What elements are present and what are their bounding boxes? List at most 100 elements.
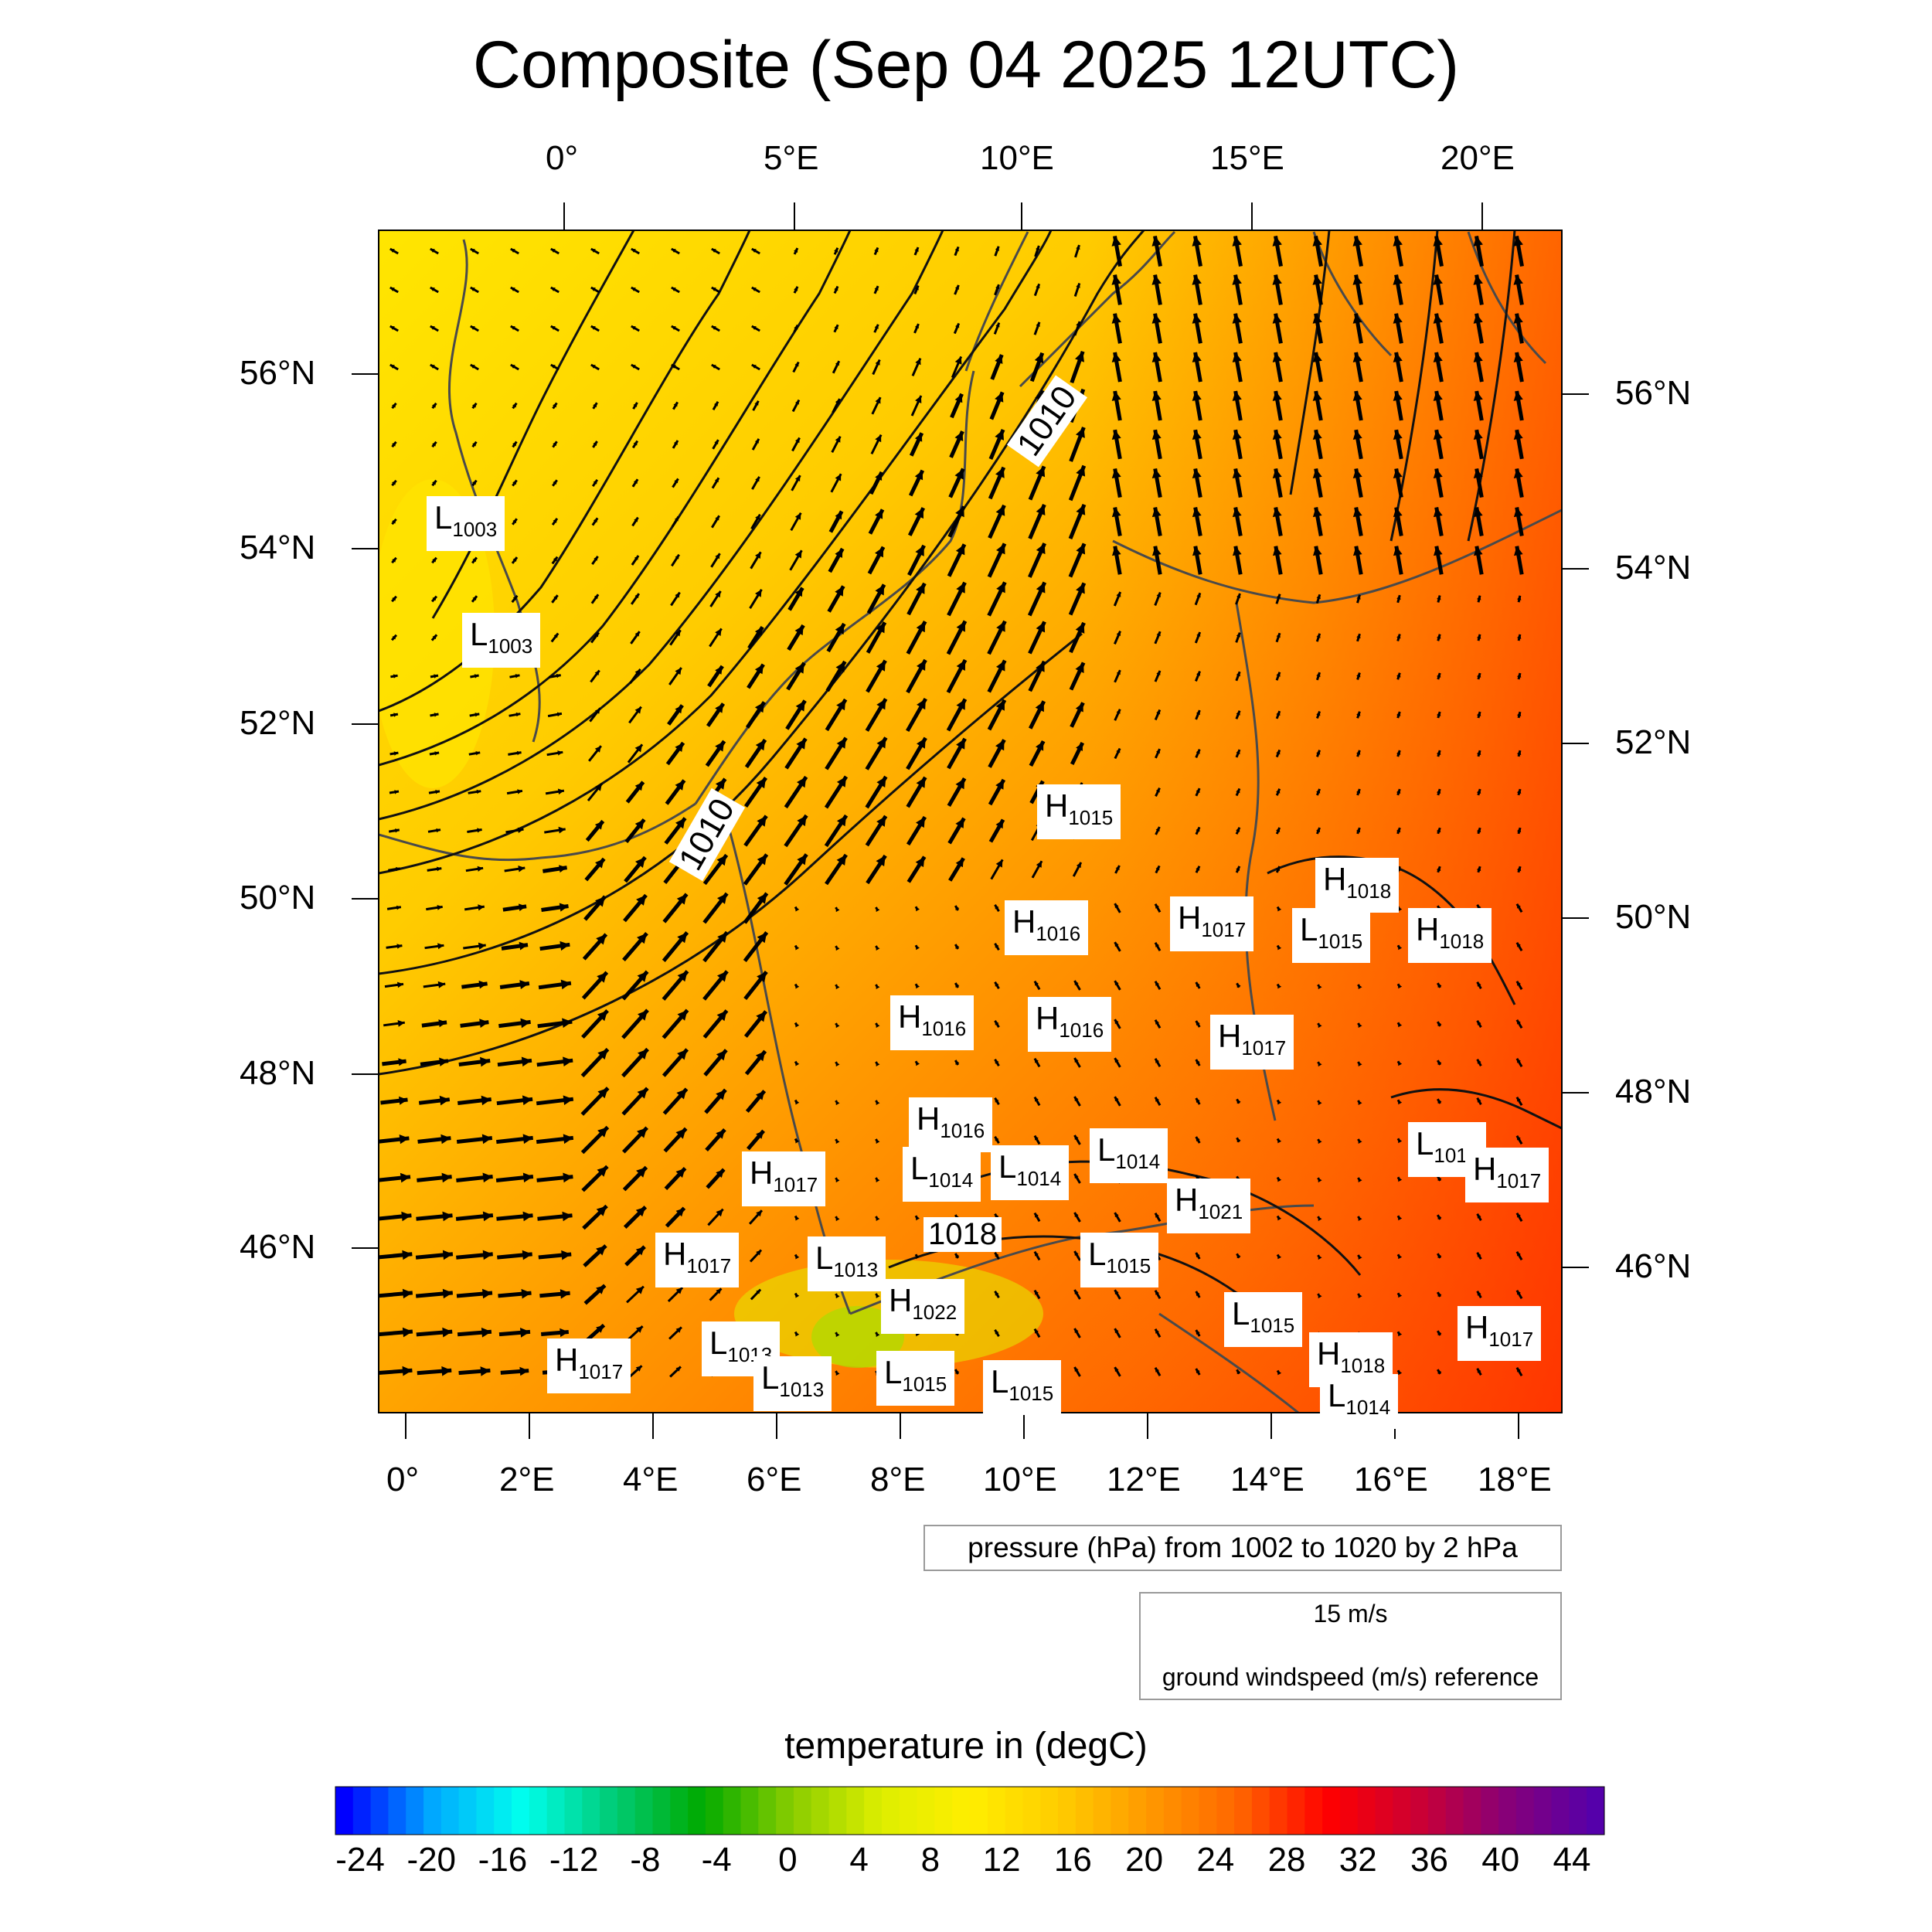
wind-arrow-head	[716, 1010, 727, 1022]
wind-arrow-head	[874, 286, 879, 291]
wind-arrow-head	[635, 1206, 646, 1217]
wind-arrow-head	[481, 1095, 492, 1106]
bottom-lon-label: 12°E	[1107, 1461, 1181, 1498]
wind-arrow-head	[1477, 673, 1481, 678]
wind-arrow-head	[1517, 789, 1522, 794]
wind-arrow-head	[1276, 633, 1281, 638]
wind-arrow-head	[675, 1208, 685, 1217]
right-lat-label: 52°N	[1615, 723, 1692, 761]
colorbar-swatch	[1445, 1787, 1464, 1835]
wind-arrow-head	[795, 1216, 800, 1221]
pressure-center-type: L	[1232, 1295, 1250, 1332]
wind-arrow-head	[477, 828, 482, 833]
wind-arrow-head	[1156, 749, 1160, 754]
wind-arrow-head	[1352, 430, 1362, 440]
colorbar-swatch	[1005, 1787, 1023, 1835]
wind-arrow-head	[995, 1291, 999, 1296]
high-pressure-marker: H1017	[742, 1151, 826, 1206]
colorbar-swatch	[670, 1787, 689, 1835]
wind-arrow-head	[1114, 1058, 1119, 1063]
wind-arrow-head	[673, 440, 678, 445]
wind-arrow-head	[510, 326, 515, 330]
wind-arrow-head	[876, 777, 886, 787]
wind-arrow-head	[1277, 1370, 1282, 1376]
wind-arrow-head	[1396, 672, 1401, 678]
wind-arrow-head	[635, 1326, 643, 1333]
wind-arrow-head	[1477, 1291, 1481, 1296]
wind-arrow-head	[1358, 1062, 1362, 1066]
wind-arrow-head	[634, 594, 639, 599]
wind-arrow-head	[1393, 468, 1403, 478]
wind-arrow-head	[435, 790, 440, 794]
wind-arrow-head	[1114, 1213, 1119, 1218]
wind-arrow-head	[835, 946, 840, 951]
colorbar-swatch	[1199, 1787, 1217, 1835]
wind-arrow-head	[1192, 546, 1202, 556]
wind-arrow-head	[835, 1100, 840, 1106]
wind-arrow-head	[550, 365, 556, 369]
wind-arrow-head	[1516, 1097, 1521, 1102]
high-pressure-marker: H1017	[655, 1233, 740, 1287]
wind-arrow-head	[1358, 1255, 1362, 1260]
wind-arrow-head	[756, 1131, 764, 1139]
wind-arrow-head	[1236, 710, 1240, 716]
wind-arrow-head	[1358, 1139, 1362, 1144]
high-pressure-marker: H1016	[1005, 900, 1089, 955]
wind-arrow-head	[1513, 391, 1523, 401]
wind-arrow-head	[675, 592, 680, 598]
wind-arrow-head	[835, 1178, 840, 1183]
wind-arrow-head	[675, 1327, 682, 1333]
wind-arrow-head	[1232, 507, 1242, 518]
wind-arrow-head	[751, 365, 757, 369]
colorbar-swatch	[440, 1787, 460, 1835]
wind-arrow-head	[835, 1216, 840, 1222]
wind-reference-legend: 15 m/s ground windspeed (m/s) reference	[1139, 1592, 1562, 1700]
wind-arrow-head	[631, 365, 636, 369]
wind-arrow-head	[1196, 788, 1200, 794]
wind-arrow-head	[835, 1332, 840, 1338]
wind-arrow-head	[519, 941, 528, 951]
wind-arrow-head	[635, 1366, 642, 1372]
wind-arrow-head	[596, 1325, 604, 1333]
wind-arrow-head	[522, 1172, 533, 1183]
wind-arrow-head	[1316, 594, 1321, 600]
wind-arrow-head	[876, 622, 885, 634]
wind-arrow-head	[916, 1254, 920, 1260]
wind-arrow-head	[1076, 321, 1080, 327]
wind-arrow-head	[1437, 1215, 1442, 1220]
wind-arrow-head	[557, 788, 564, 795]
wind-arrow-head	[915, 396, 922, 403]
colorbar-swatch	[1322, 1787, 1341, 1835]
low-pressure-marker: L1003	[462, 613, 541, 668]
wind-arrow-head	[1437, 634, 1441, 639]
wind-arrow-head	[1396, 750, 1401, 755]
isobar	[379, 230, 944, 821]
colorbar-swatch	[1587, 1787, 1605, 1835]
wind-arrow-head	[956, 699, 965, 710]
high-pressure-marker: H1015	[1037, 784, 1121, 839]
wind-arrow-head	[1075, 351, 1084, 362]
wind-arrow-head	[876, 1216, 880, 1221]
wind-arrow-head	[520, 1328, 530, 1338]
wind-arrow-head	[1277, 945, 1282, 951]
wind-arrow-head	[1398, 1138, 1403, 1144]
colorbar-swatch	[1022, 1787, 1041, 1835]
wind-arrow-head	[671, 287, 676, 291]
wind-arrow-head	[876, 1178, 880, 1182]
wind-arrow-head	[1398, 1100, 1403, 1105]
wind-arrow-head	[835, 399, 840, 404]
wind-arrow-head	[875, 359, 880, 366]
wind-arrow-head	[1232, 352, 1242, 362]
wind-arrow-head	[916, 583, 925, 594]
pressure-center-value: 1003	[452, 518, 498, 541]
wind-arrow-head	[517, 827, 524, 833]
wind-arrow-head	[836, 855, 846, 866]
wind-arrow-head	[1272, 430, 1282, 440]
pressure-center-type: H	[1317, 1335, 1341, 1372]
wind-arrow-head	[1196, 982, 1200, 987]
wind-arrow-head	[1034, 1328, 1039, 1334]
wind-arrow-head	[472, 480, 477, 485]
wind-arrow-head	[794, 286, 798, 291]
pressure-center-type: L	[761, 1359, 780, 1396]
colorbar-swatch	[1533, 1787, 1553, 1835]
